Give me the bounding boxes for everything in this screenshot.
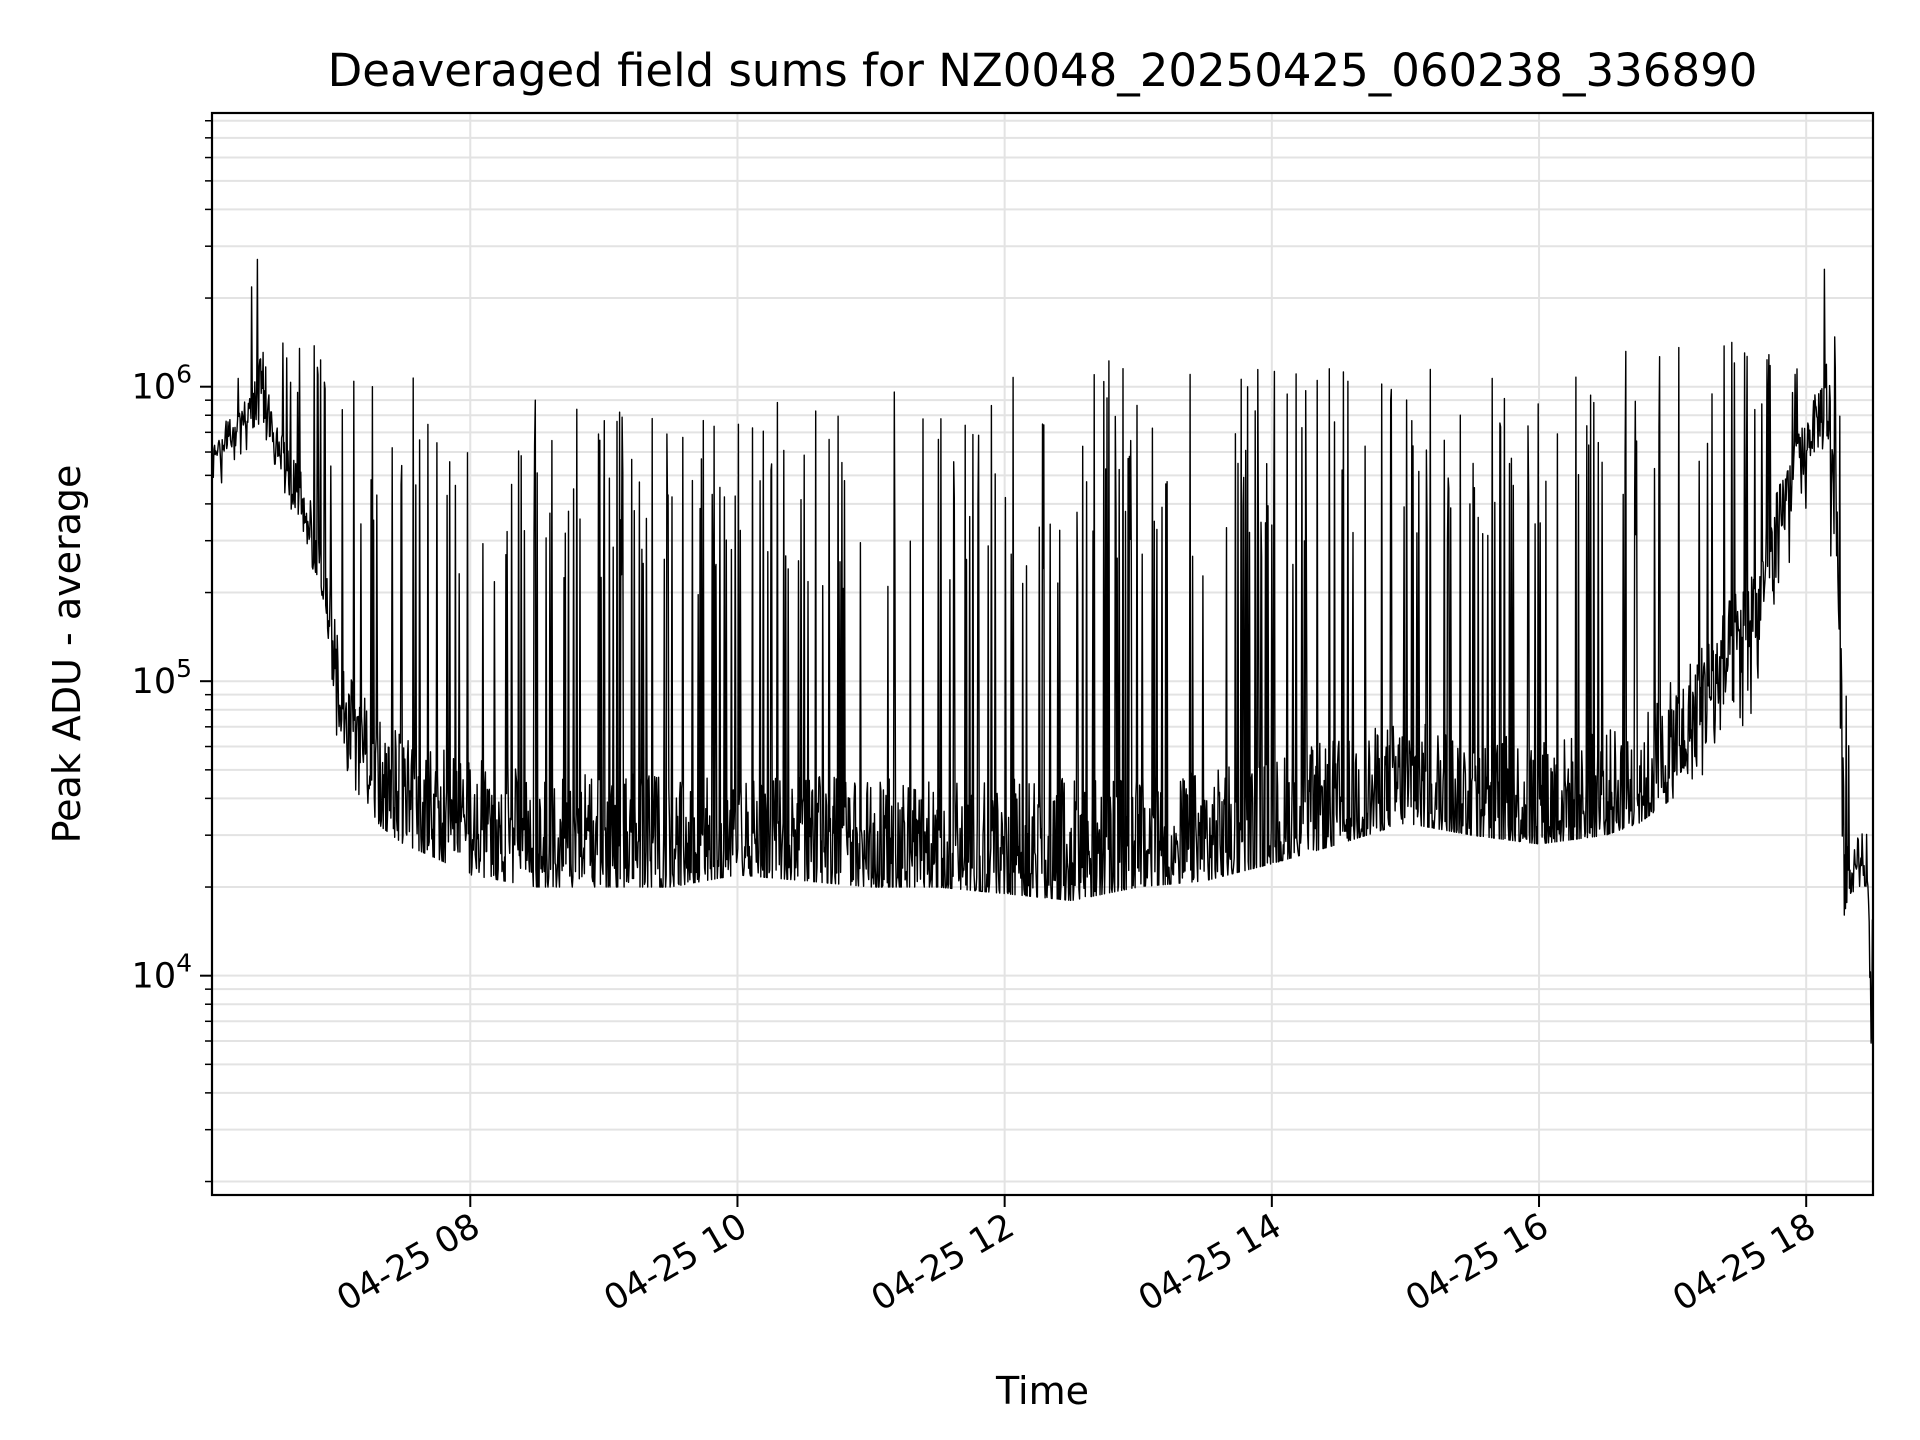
y-tick-label: 104 — [132, 949, 192, 997]
y-axis-label: Peak ADU - average — [45, 465, 89, 844]
series-line — [211, 258, 1874, 1125]
chart-title: Deaveraged field sums for NZ0048_2025042… — [328, 44, 1758, 97]
y-tick-label: 105 — [132, 654, 192, 702]
y-tick-base: 10 — [132, 662, 177, 702]
x-axis-label: Time — [995, 1369, 1089, 1413]
y-tick-base: 10 — [132, 368, 177, 408]
y-tick-exponent: 5 — [176, 654, 192, 683]
y-tick-label: 106 — [132, 360, 192, 408]
data-series — [211, 258, 1874, 1125]
y-tick-exponent: 6 — [176, 360, 192, 389]
y-tick-base: 10 — [132, 957, 177, 997]
plot-frame — [210, 111, 1875, 1197]
y-tick-exponent: 4 — [176, 949, 192, 978]
